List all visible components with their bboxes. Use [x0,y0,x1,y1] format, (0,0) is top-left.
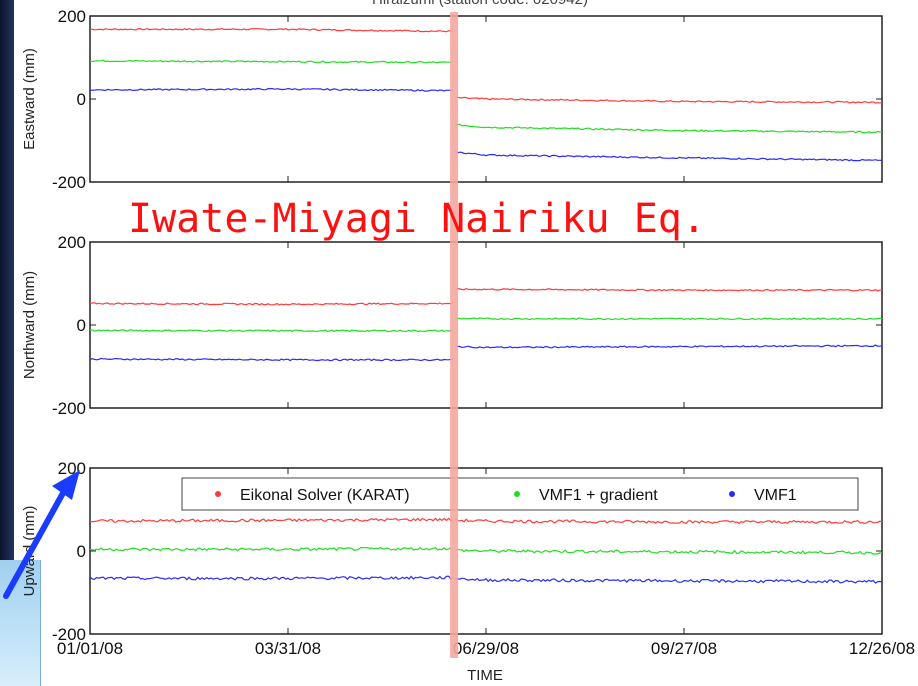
y-tick-label: -200 [52,625,86,644]
series-line-red [89,287,883,306]
series-line-green [89,59,883,134]
series-line-blue [89,344,883,362]
panel-2: 200 0 -200 Northward (mm) [21,233,883,418]
legend-marker-green [514,491,520,497]
y-tick-label: 200 [58,7,86,26]
series-line-blue [89,87,883,162]
station-title: Hiraizumi (station code: 020942) [372,0,588,8]
y-tick-label: 0 [77,542,86,561]
panel-1: 200 0 -200 Eastward (mm) [21,7,883,192]
x-axis-title: TIME [467,667,503,684]
y-tick-label: 0 [77,90,86,109]
event-line [450,12,459,658]
legend-label: VMF1 + gradient [539,487,658,504]
plot-frame [89,241,883,409]
series-line-green [89,317,883,333]
legend-marker-red [215,491,221,497]
y-tick-label: 0 [77,316,86,335]
legend-label: Eikonal Solver (KARAT) [240,487,410,504]
legend-marker-blue [729,491,735,497]
x-tick-label: 12/26/08 [849,639,915,658]
series-line-blue [89,575,883,584]
x-tick-label: 06/29/08 [453,639,519,658]
x-tick-label: 01/01/08 [57,639,123,658]
y-axis-title: Eastward (mm) [21,48,38,150]
series-line-red [90,517,883,525]
pointer-arrow [3,470,80,599]
event-annotation: Iwate-Miyagi Nairiku Eq. [128,196,706,242]
x-tick-label: 03/31/08 [255,639,321,658]
legend-label: VMF1 [754,487,797,504]
series-line-red [89,27,883,104]
y-axis-title: Northward (mm) [21,271,38,379]
y-tick-label: 200 [58,233,86,252]
legend: Eikonal Solver (KARAT) VMF1 + gradient VMF… [181,477,859,511]
y-tick-label: -200 [52,173,86,192]
series-line-green [89,546,883,555]
slide-left-edge [0,0,14,686]
slide-corner-decoration [0,560,41,686]
y-tick-label: -200 [52,399,86,418]
x-tick-label: 09/27/08 [651,639,717,658]
